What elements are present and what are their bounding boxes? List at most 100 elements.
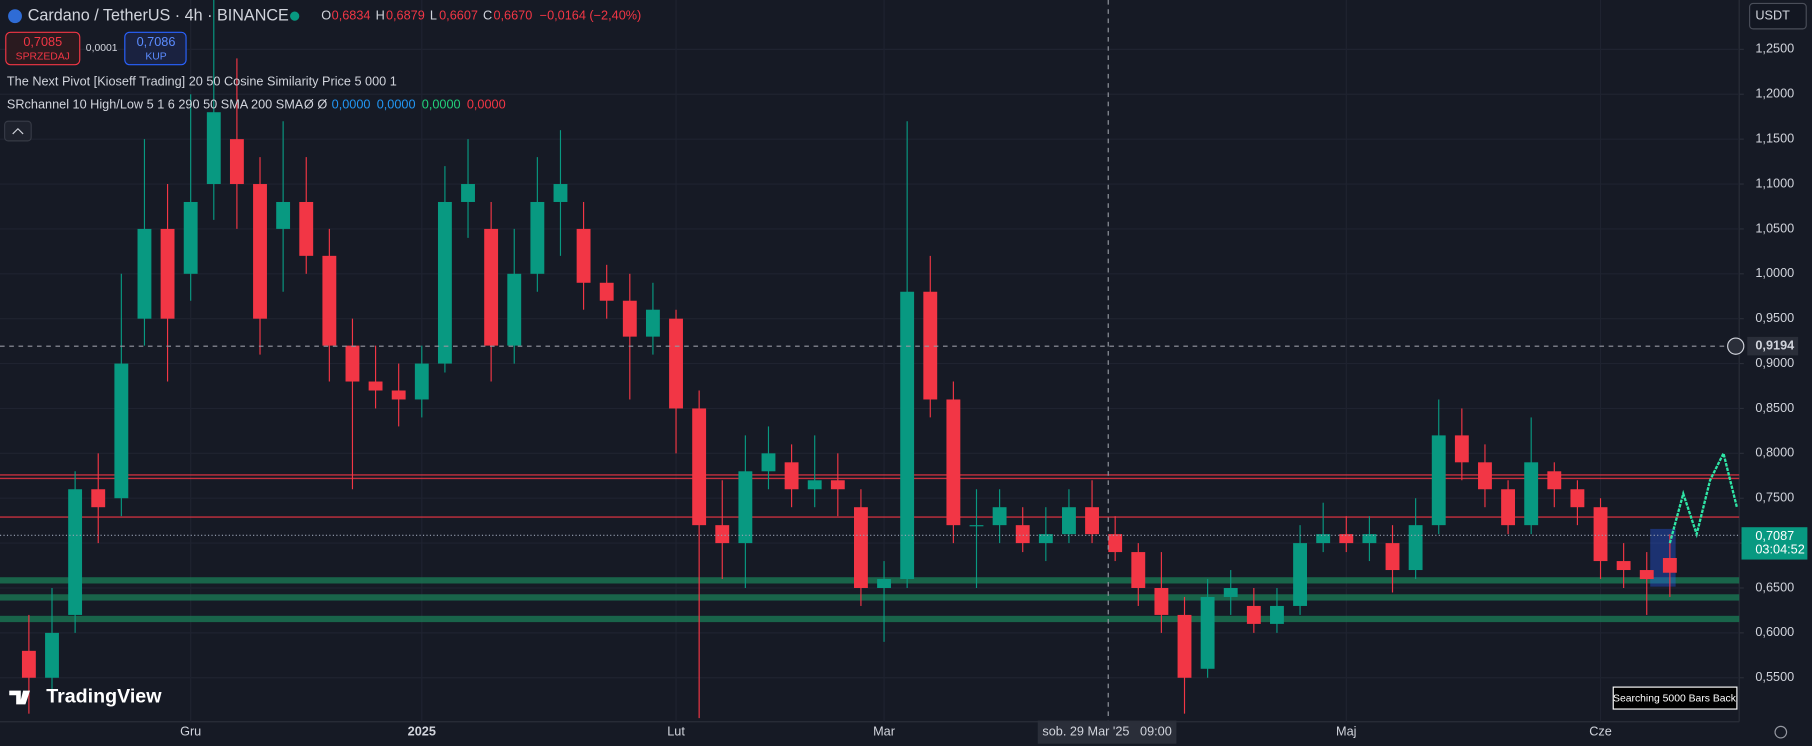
buy-price: 0,7086 — [137, 35, 176, 49]
candle-body — [761, 453, 776, 472]
candle-body — [1362, 534, 1377, 544]
candle-body — [969, 525, 984, 527]
candle-body — [299, 201, 314, 256]
candle-body — [1593, 507, 1608, 562]
indicator-value: 0,0000 — [332, 97, 371, 111]
y-tick-label: 1,0000 — [1755, 266, 1794, 280]
last-price-box — [1741, 527, 1808, 560]
candle-body — [1547, 471, 1562, 490]
spread: 0,0001 — [86, 43, 118, 54]
collapse-button[interactable] — [4, 120, 32, 142]
candle-body — [391, 390, 406, 400]
indicator-value: 0,0000 — [377, 97, 416, 111]
y-tick-label: 0,8000 — [1755, 446, 1794, 460]
status: Searching 5000 Bars Back — [1613, 693, 1737, 704]
candle-body — [414, 363, 429, 400]
candle-body — [1524, 462, 1539, 526]
candle-body — [1200, 596, 1215, 669]
y-tick-label: 0,7500 — [1755, 491, 1794, 505]
overlay — [0, 345, 1740, 544]
candle-body — [645, 309, 660, 337]
candle-body — [715, 525, 730, 544]
y-tick-label: 0,9000 — [1755, 356, 1794, 370]
add-alert-icon[interactable] — [1727, 337, 1745, 355]
y-tick-label: 0,5500 — [1755, 670, 1794, 684]
candle-body — [507, 273, 522, 346]
y-tick-label: 0,8500 — [1755, 401, 1794, 415]
ohlc-value: 0,6879 — [386, 9, 425, 23]
indicator-label[interactable]: The Next Pivot [Kioseff Trading] 20 50 C… — [7, 74, 397, 88]
y-tick-label: 1,2000 — [1755, 87, 1794, 101]
candle-body — [1316, 534, 1331, 544]
x-tick-label: Maj — [1336, 725, 1356, 739]
symbol-title[interactable]: Cardano / TetherUS · 4h · BINANCE — [28, 6, 289, 24]
candle-body — [45, 632, 59, 678]
sell-button[interactable] — [5, 31, 81, 66]
candle-body — [229, 139, 244, 185]
candle-body — [1385, 543, 1400, 571]
candle-body — [1108, 534, 1123, 553]
crosshair-price-box — [1747, 336, 1799, 356]
last-price-label: 0,7087 — [1755, 529, 1794, 543]
y-tick-label: 0,6500 — [1755, 580, 1794, 594]
candle-body — [1085, 507, 1099, 535]
crosshair-date: sob. 29 Mar '25 09:00 — [1042, 725, 1171, 739]
candles — [21, 0, 1677, 719]
candle-body — [1408, 525, 1423, 571]
x-tick-label: Gru — [180, 725, 201, 739]
candle-body — [738, 471, 753, 544]
candle-body — [114, 363, 129, 499]
candle-body — [1154, 587, 1169, 615]
currency-button[interactable] — [1749, 2, 1807, 30]
candle-body — [1223, 587, 1238, 597]
countdown: 03:04:52 — [1755, 543, 1804, 557]
candle-body — [553, 184, 568, 202]
candle-body — [669, 318, 683, 409]
settings-icon[interactable] — [1774, 725, 1788, 739]
candle-body — [830, 480, 845, 490]
symbol-icon — [8, 9, 22, 24]
collapse-icon — [12, 127, 24, 135]
logo-icon — [9, 690, 31, 705]
candle-body — [1270, 605, 1284, 624]
ohlc-key: O — [321, 9, 331, 23]
change: −0,0164 (−2,40%) — [540, 9, 642, 23]
support-band — [0, 594, 1740, 601]
currency: USDT — [1755, 9, 1790, 23]
buy-label: KUP — [145, 51, 166, 62]
crosshair-price-label: 0,9194 — [1755, 339, 1794, 353]
candle-body — [946, 399, 961, 526]
y-tick-label: 0,9500 — [1755, 311, 1794, 325]
candle-body — [1293, 543, 1307, 606]
market-status — [290, 11, 300, 21]
candle-body — [1062, 507, 1076, 535]
x-tick-label: Mar — [873, 725, 896, 739]
candle-body — [137, 228, 152, 319]
y-tick-label: 1,1000 — [1755, 176, 1794, 190]
candle-body — [484, 228, 499, 346]
y-tick-label: 1,2500 — [1755, 42, 1794, 56]
candle-body — [853, 507, 868, 588]
x-tick-label: Cze — [1589, 725, 1612, 739]
support-band — [0, 615, 1740, 623]
candle-body — [1570, 489, 1585, 508]
candle-body — [807, 480, 822, 490]
candle-body — [599, 282, 614, 301]
candle-body — [368, 381, 383, 391]
ohlc-key: C — [483, 9, 492, 23]
sell-price: 0,7085 — [23, 35, 62, 49]
support-band — [0, 577, 1740, 584]
ohlc-key: L — [430, 9, 437, 23]
candle-body — [1454, 435, 1469, 463]
y-tick-label: 0,6000 — [1755, 625, 1794, 639]
candle-body — [1177, 614, 1192, 678]
candle-body — [877, 579, 891, 588]
indicator-label[interactable]: SRchannel 10 High/Low 5 1 6 290 50 SMA 2… — [7, 97, 304, 111]
candle-body — [1431, 435, 1446, 526]
buy-button[interactable] — [124, 31, 187, 66]
forecast-line — [1668, 450, 1739, 544]
ohlc-value: 0,6834 — [332, 9, 371, 23]
candle-body — [68, 489, 83, 615]
